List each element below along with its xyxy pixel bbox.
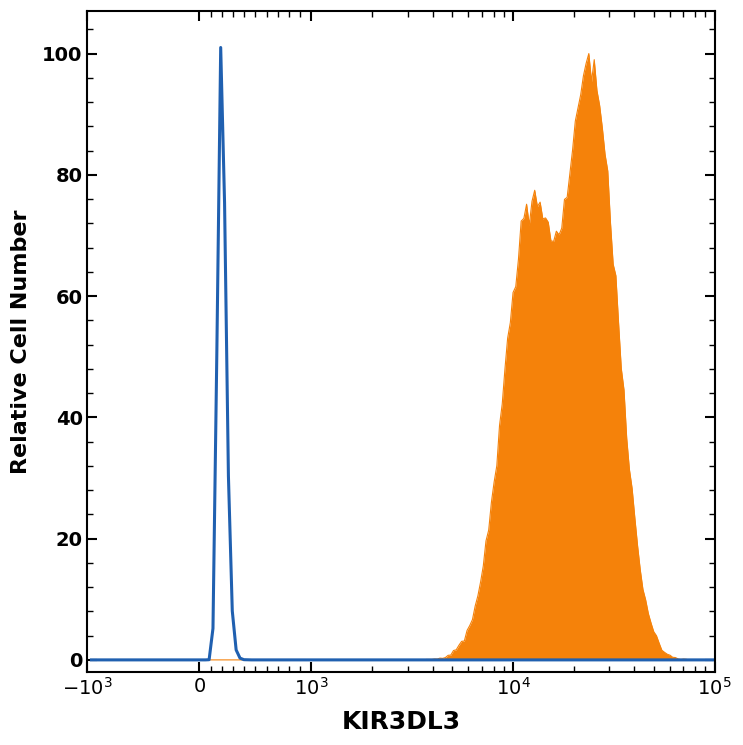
- Y-axis label: Relative Cell Number: Relative Cell Number: [11, 209, 31, 474]
- X-axis label: KIR3DL3: KIR3DL3: [342, 710, 461, 734]
